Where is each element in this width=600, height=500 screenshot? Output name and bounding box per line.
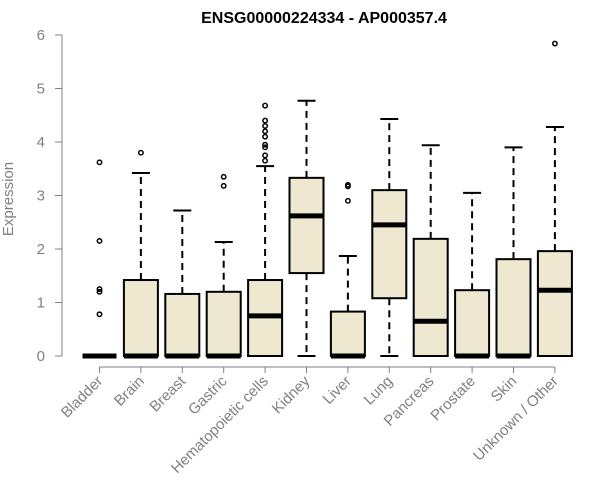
y-tick-label: 6	[37, 27, 45, 44]
outlier-point	[344, 181, 351, 188]
box-lung	[371, 117, 408, 357]
outlier-point	[96, 286, 103, 293]
outlier-point	[344, 197, 351, 204]
box-body	[536, 250, 573, 357]
outlier-point	[262, 157, 269, 164]
outlier-point	[96, 238, 103, 244]
x-tick-label: Kidney	[269, 372, 314, 417]
x-tick-label: Brain	[111, 373, 148, 410]
outlier-point	[262, 123, 269, 129]
box-pancreas	[412, 144, 449, 358]
box-gastric	[205, 173, 242, 359]
box-skin	[495, 146, 532, 359]
x-tick-label: Lung	[361, 373, 397, 409]
outlier-point	[262, 117, 269, 124]
box-kidney	[288, 99, 325, 357]
outlier-point	[262, 133, 269, 140]
x-tick-label: Skin	[488, 373, 521, 406]
y-tick-label: 2	[37, 241, 45, 258]
chart-title: ENSG00000224334 - AP000357.4	[201, 10, 447, 27]
y-tick-label: 3	[37, 188, 45, 205]
box-body	[122, 279, 159, 357]
outlier-point	[220, 173, 227, 180]
boxes-group	[82, 40, 573, 359]
box-unknown-other	[536, 40, 573, 357]
box-body	[454, 289, 491, 358]
y-axis-label: Expression	[0, 162, 17, 236]
box-body	[164, 292, 201, 358]
y-tick-label: 5	[37, 81, 45, 98]
outlier-point	[96, 288, 103, 295]
outlier-point	[137, 149, 144, 156]
y-tick-label: 1	[37, 295, 45, 312]
box-body	[412, 237, 449, 358]
box-body	[329, 310, 366, 357]
outlier-point	[262, 152, 269, 159]
x-tick-label: Liver	[320, 373, 355, 408]
box-breast	[164, 209, 201, 359]
box-body	[371, 189, 408, 300]
box-prostate	[454, 191, 491, 359]
box-body	[495, 258, 532, 358]
box-liver	[329, 181, 366, 359]
box-body	[288, 176, 325, 275]
box-hematopoietic-cells	[247, 102, 284, 357]
outlier-point	[262, 128, 269, 135]
outlier-point	[220, 182, 227, 189]
outlier-point	[551, 40, 558, 47]
outlier-point	[96, 159, 103, 166]
outlier-point	[96, 311, 103, 318]
x-tick-label: Breast	[146, 372, 189, 415]
box-brain	[122, 149, 159, 359]
x-tick-label: Bladder	[58, 373, 107, 422]
outlier-point	[262, 102, 269, 109]
y-axis: 0 1 2 3 4 5 6	[37, 27, 63, 365]
outlier-point	[262, 141, 269, 148]
y-tick-label: 0	[37, 348, 45, 365]
outlier-point	[262, 144, 269, 151]
y-tick-label: 4	[37, 134, 45, 151]
box-bladder	[82, 159, 117, 359]
x-tick-label: Prostate	[427, 373, 479, 425]
box-body	[205, 290, 242, 357]
